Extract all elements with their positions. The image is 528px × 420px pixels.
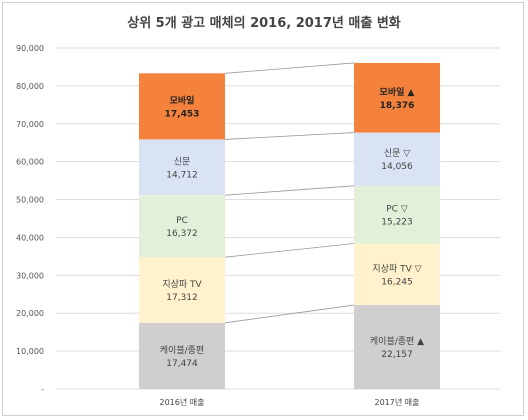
data-label: 16,245: [381, 277, 413, 287]
y-tick-label: 60,000: [16, 158, 44, 167]
segment-name-label: 지상파 TV ▽: [372, 263, 421, 274]
bar-segment: [139, 195, 225, 258]
segment-name-label: 모바일 ▲: [380, 86, 415, 98]
y-tick-label: -: [41, 385, 44, 394]
bar-segment: [354, 305, 440, 389]
segment-name-label: 지상파 TV: [162, 279, 202, 290]
bar-segment: [354, 62, 440, 133]
bar-segment: [139, 257, 225, 323]
y-tick-label: 20,000: [16, 309, 44, 318]
data-label: 17,453: [165, 109, 200, 119]
connector-line: [224, 243, 355, 258]
data-label: 14,712: [166, 170, 198, 180]
y-tick-label: 40,000: [16, 233, 44, 242]
data-label: 14,056: [381, 162, 413, 172]
connector-line: [224, 304, 355, 324]
x-tick-label: 2017년 매출: [375, 397, 420, 407]
segment-name-label: PC ▽: [386, 205, 408, 215]
segment-name-label: 케이블/종편: [160, 344, 204, 356]
y-tick-label: 80,000: [16, 82, 44, 91]
chart-title: 상위 5개 광고 매체의 2016, 2017년 매출 변화: [127, 16, 401, 31]
bar-segment: [139, 73, 225, 140]
y-tick-label: 70,000: [16, 120, 44, 129]
y-tick-label: 50,000: [16, 196, 44, 205]
bar-segment: [139, 322, 225, 389]
y-tick-label: 30,000: [16, 271, 44, 280]
data-label: 17,474: [166, 359, 198, 369]
segment-name-label: 케이블/종편 ▲: [370, 335, 424, 347]
segment-name-label: 신문 ▽: [384, 148, 410, 159]
connector-line: [224, 62, 355, 74]
x-tick-label: 2016년 매출: [160, 397, 205, 407]
data-label: 22,157: [381, 350, 413, 360]
bar-segment: [354, 185, 440, 244]
bar-segment: [139, 139, 225, 196]
data-label: 18,376: [380, 101, 415, 111]
bar-segment: [354, 243, 440, 306]
data-label: 17,312: [166, 293, 198, 303]
segment-name-label: 신문: [174, 156, 191, 167]
segment-name-label: PC: [176, 216, 188, 226]
connector-line: [224, 185, 355, 196]
bar-segment: [354, 132, 440, 186]
y-tick-label: 90,000: [16, 44, 44, 53]
y-tick-label: 10,000: [16, 347, 44, 356]
data-label: 16,372: [166, 229, 198, 239]
segment-name-label: 모바일: [170, 94, 195, 106]
data-label: 15,223: [381, 218, 413, 228]
connector-line: [224, 132, 355, 140]
